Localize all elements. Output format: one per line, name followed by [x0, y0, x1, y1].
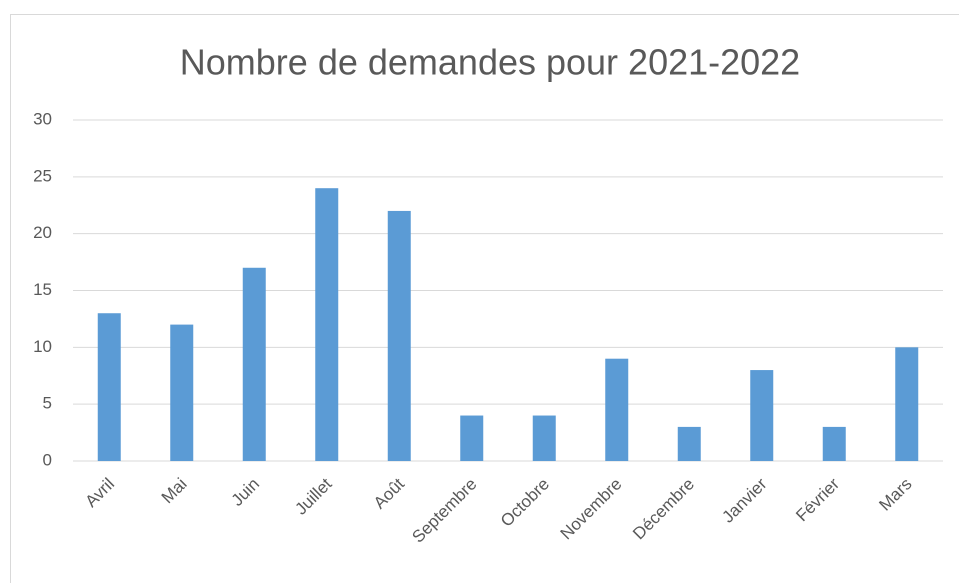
bar	[460, 415, 484, 461]
bar	[895, 347, 919, 461]
bar	[605, 358, 629, 461]
bar	[97, 313, 121, 461]
y-tick-label: 0	[43, 450, 52, 469]
y-tick-label: 30	[33, 109, 52, 128]
bar	[532, 415, 556, 461]
bar	[750, 370, 774, 461]
bar	[242, 267, 266, 461]
chart-border	[10, 14, 959, 583]
bar	[315, 188, 339, 461]
y-tick-label: 5	[43, 394, 52, 413]
y-tick-label: 25	[33, 166, 52, 185]
y-tick-label: 15	[33, 280, 52, 299]
bar	[170, 324, 194, 461]
bar	[387, 210, 411, 461]
y-tick-label: 20	[33, 223, 52, 242]
bar	[822, 426, 846, 461]
y-tick-label: 10	[33, 337, 52, 356]
chart-title: Nombre de demandes pour 2021-2022	[180, 42, 800, 83]
bar	[677, 426, 701, 461]
